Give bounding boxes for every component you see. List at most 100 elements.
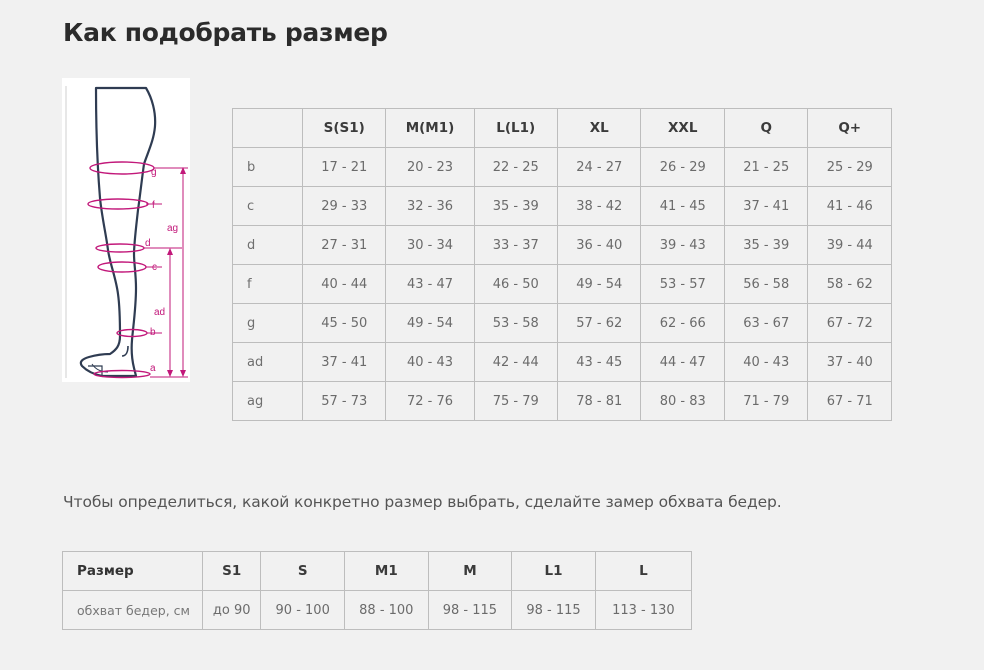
header-cell (232, 108, 303, 148)
header-cell: Q (723, 108, 809, 148)
table-cell: 78 - 81 (556, 381, 642, 421)
table-cell: 39 - 44 (807, 225, 892, 265)
label-ag: ag (167, 223, 178, 234)
table-cell: 49 - 54 (385, 303, 475, 343)
table-cell: 32 - 36 (385, 186, 475, 226)
header-cell: S(S1) (301, 108, 387, 148)
label-g: g (151, 167, 157, 178)
table-row: g 45 - 50 49 - 54 53 - 58 57 - 62 62 - 66 63 -… (232, 303, 892, 343)
table-cell: 25 - 29 (807, 147, 892, 187)
table-cell: 27 - 31 (301, 225, 387, 265)
header-cell: L (594, 551, 693, 591)
table-cell: 90 - 100 (260, 590, 345, 630)
table-cell: 88 - 100 (344, 590, 429, 630)
header-cell: Размер (62, 551, 203, 591)
table-row: обхват бедер, см до 90 90 - 100 88 - 100… (62, 590, 693, 630)
table-cell: 67 - 71 (807, 381, 892, 421)
table-cell: до 90 (201, 590, 262, 630)
table-cell: 62 - 66 (640, 303, 725, 343)
table-cell: 98 - 115 (511, 590, 596, 630)
header-cell: M (427, 551, 513, 591)
table-cell: 63 - 67 (723, 303, 809, 343)
table-cell: 21 - 25 (723, 147, 809, 187)
table-cell: 67 - 72 (807, 303, 892, 343)
table-cell: 29 - 33 (301, 186, 387, 226)
table-row: b 17 - 21 20 - 23 22 - 25 24 - 27 26 - 29 21 -… (232, 147, 892, 187)
table-cell: 17 - 21 (301, 147, 387, 187)
size-chart-table: S(S1) M(M1) L(L1) XL XXL Q Q+ b 17 - 21 20… (232, 108, 892, 421)
table-cell: 43 - 45 (556, 342, 642, 382)
label-a: a (150, 363, 156, 374)
table-cell: 22 - 25 (473, 147, 559, 187)
table-cell: 57 - 73 (301, 381, 387, 421)
table-row: ad 37 - 41 40 - 43 42 - 44 43 - 45 44 - 47 40 … (232, 342, 892, 382)
table-cell: 42 - 44 (473, 342, 559, 382)
table-cell: 37 - 41 (301, 342, 387, 382)
table-cell: 71 - 79 (723, 381, 809, 421)
table-cell: 72 - 76 (385, 381, 475, 421)
table-cell: 57 - 62 (556, 303, 642, 343)
table-cell: 98 - 115 (427, 590, 513, 630)
row-label: ad (232, 342, 303, 382)
table-cell: 44 - 47 (640, 342, 725, 382)
header-cell: L1 (511, 551, 596, 591)
label-f: f (152, 200, 155, 211)
table-cell: 53 - 58 (473, 303, 559, 343)
table-cell: 38 - 42 (556, 186, 642, 226)
header-cell: XL (556, 108, 642, 148)
row-label: b (232, 147, 303, 187)
leg-measurement-diagram: g f d c b a ag ad (62, 78, 190, 382)
table-cell: 40 - 43 (385, 342, 475, 382)
table-cell: 40 - 43 (723, 342, 809, 382)
header-cell: Q+ (807, 108, 892, 148)
table-cell: 24 - 27 (556, 147, 642, 187)
row-label: c (232, 186, 303, 226)
table-cell: 80 - 83 (640, 381, 725, 421)
label-d: d (145, 238, 151, 249)
table-header-row: S(S1) M(M1) L(L1) XL XXL Q Q+ (232, 108, 892, 148)
label-b: b (150, 327, 156, 338)
header-cell: M1 (344, 551, 429, 591)
row-label: f (232, 264, 303, 304)
table-row: d 27 - 31 30 - 34 33 - 37 36 - 40 39 - 43 35 -… (232, 225, 892, 265)
table-cell: 58 - 62 (807, 264, 892, 304)
table-cell: 33 - 37 (473, 225, 559, 265)
table-cell: 35 - 39 (473, 186, 559, 226)
header-cell: S1 (201, 551, 262, 591)
table-cell: 30 - 34 (385, 225, 475, 265)
table-cell: 26 - 29 (640, 147, 725, 187)
table-cell: 56 - 58 (723, 264, 809, 304)
table-cell: 41 - 46 (807, 186, 892, 226)
table-row: f 40 - 44 43 - 47 46 - 50 49 - 54 53 - 57 56 -… (232, 264, 892, 304)
table-row: ag 57 - 73 72 - 76 75 - 79 78 - 81 80 - 83 71 … (232, 381, 892, 421)
table-cell: 53 - 57 (640, 264, 725, 304)
table-cell: 35 - 39 (723, 225, 809, 265)
table-cell: 113 - 130 (594, 590, 693, 630)
table-cell: 40 - 44 (301, 264, 387, 304)
table-cell: 39 - 43 (640, 225, 725, 265)
table-cell: 37 - 40 (807, 342, 892, 382)
hip-measure-note: Чтобы определиться, какой конкретно разм… (63, 493, 782, 511)
table-cell: 36 - 40 (556, 225, 642, 265)
header-cell: XXL (640, 108, 725, 148)
table-header-row: Размер S1 S M1 M L1 L (62, 551, 693, 591)
table-cell: 43 - 47 (385, 264, 475, 304)
page-title: Как подобрать размер (63, 18, 388, 47)
row-label: d (232, 225, 303, 265)
label-ad: ad (154, 307, 165, 318)
table-cell: 20 - 23 (385, 147, 475, 187)
row-label: обхват бедер, см (62, 590, 203, 630)
table-row: c 29 - 33 32 - 36 35 - 39 38 - 42 41 - 45 37 -… (232, 186, 892, 226)
hip-size-table: Размер S1 S M1 M L1 L обхват бедер, см д… (62, 551, 693, 630)
table-cell: 49 - 54 (556, 264, 642, 304)
label-c: c (152, 262, 157, 273)
header-cell: S (260, 551, 345, 591)
table-cell: 41 - 45 (640, 186, 725, 226)
table-cell: 45 - 50 (301, 303, 387, 343)
row-label: g (232, 303, 303, 343)
table-cell: 75 - 79 (473, 381, 559, 421)
table-cell: 46 - 50 (473, 264, 559, 304)
row-label: ag (232, 381, 303, 421)
table-cell: 37 - 41 (723, 186, 809, 226)
header-cell: M(M1) (385, 108, 475, 148)
